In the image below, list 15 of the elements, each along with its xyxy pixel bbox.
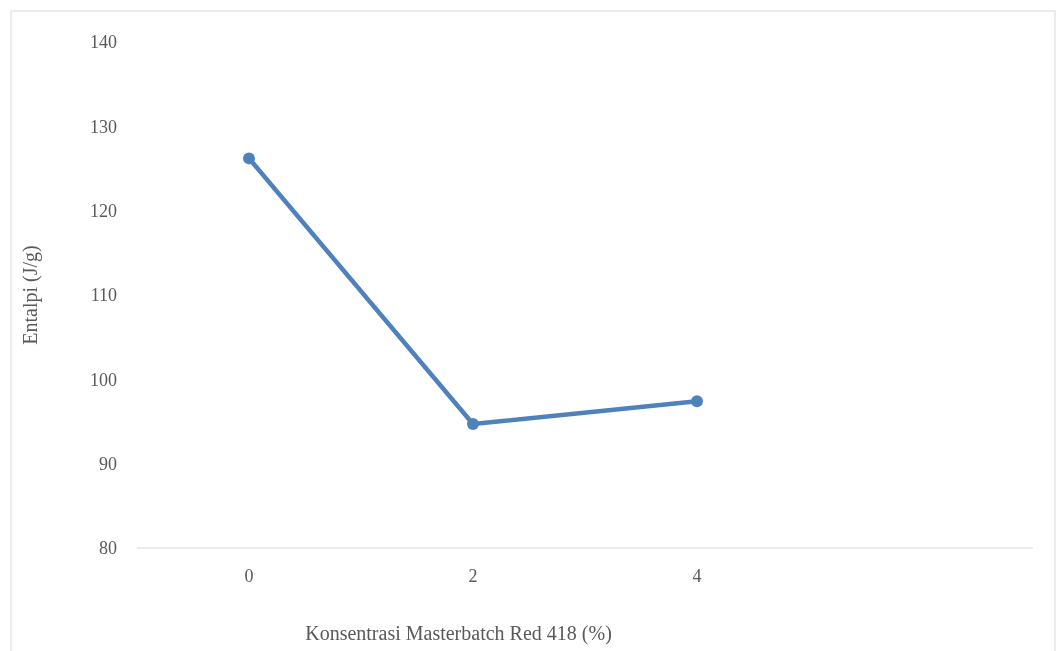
y-tick-label: 120 — [90, 200, 117, 221]
x-tick-label: 2 — [468, 566, 478, 586]
point — [243, 152, 255, 165]
y-tick-label: 90 — [99, 453, 117, 474]
x-tick-label: 4 — [692, 566, 702, 586]
y-axis-title: Entalpi (J/g) — [19, 245, 42, 345]
y-tick-label: 130 — [90, 116, 117, 137]
y-tick-label: 110 — [90, 285, 117, 306]
point — [467, 418, 479, 431]
x-tick-label: 0 — [244, 566, 254, 586]
y-tick-label: 140 — [90, 32, 117, 53]
y-tick-label: 80 — [99, 538, 117, 559]
point — [691, 395, 703, 408]
y-tick-label: 100 — [90, 369, 117, 390]
x-axis-title: Konsentrasi Masterbatch Red 418 (%) — [305, 622, 612, 645]
